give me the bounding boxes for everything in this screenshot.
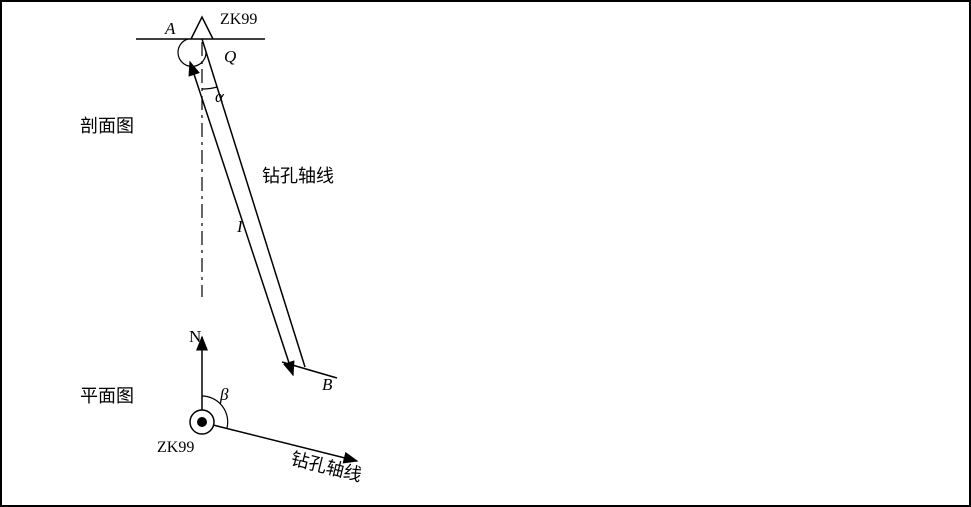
north-label: N [189, 327, 201, 346]
plan-origin-inner [197, 417, 207, 427]
point-b-label: B [322, 375, 333, 394]
section-view-label: 剖面图 [80, 116, 134, 136]
azimuth-arrow [213, 425, 357, 461]
angle-alpha-label: α [215, 87, 225, 106]
borehole-id-top: ZK99 [220, 11, 257, 28]
diagram-svg: 剖面图 ZK99 A B Q α 钻孔轴线 I 平面图 N ZK99 β 钻孔轴… [2, 2, 969, 505]
length-i-label: I [236, 217, 244, 236]
point-a-label: A [164, 19, 176, 38]
diagram-frame: 剖面图 ZK99 A B Q α 钻孔轴线 I 平面图 N ZK99 β 钻孔轴… [0, 0, 971, 507]
section-axis-label: 钻孔轴线 [262, 166, 334, 186]
angle-beta-label: β [219, 385, 229, 404]
plan-view-label: 平面图 [80, 386, 134, 406]
point-q-label: Q [224, 47, 236, 66]
collar-marker [191, 17, 213, 39]
borehole-id-plan: ZK99 [157, 439, 194, 456]
